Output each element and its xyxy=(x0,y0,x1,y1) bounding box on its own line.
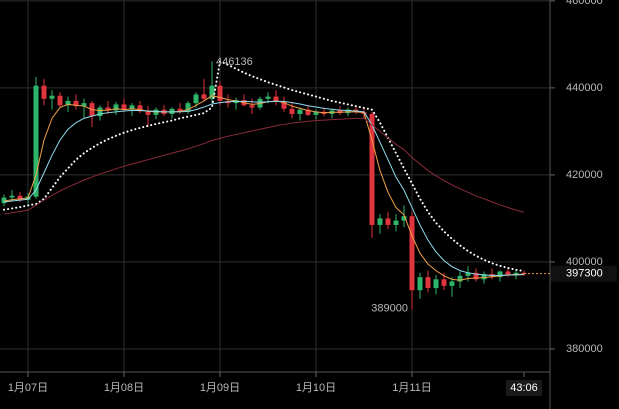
candle-body xyxy=(17,195,23,200)
candle-body xyxy=(81,103,87,107)
candle-body xyxy=(433,279,439,289)
y-tick-label: 460000 xyxy=(566,0,603,7)
candle-body xyxy=(177,108,183,112)
candle-body xyxy=(201,94,207,99)
candle-body xyxy=(33,85,39,197)
candle-body xyxy=(41,85,47,99)
candle-body xyxy=(425,277,431,289)
candle-body xyxy=(297,109,303,114)
indicator-line xyxy=(3,100,525,276)
max-label: 446136 xyxy=(216,56,253,68)
x-label-box xyxy=(506,380,542,396)
candle-body xyxy=(513,272,519,275)
candle-body xyxy=(457,275,463,282)
candle-body xyxy=(313,111,319,115)
candle-body xyxy=(393,220,399,225)
candle-body xyxy=(105,107,111,111)
y-tick-label: 420000 xyxy=(566,169,603,181)
candle-body xyxy=(97,107,103,117)
candle-body xyxy=(497,271,503,278)
candle-body xyxy=(9,195,15,198)
last-price-box xyxy=(551,265,617,282)
candle-body xyxy=(505,271,511,275)
last-price-label: 397300 xyxy=(566,268,603,280)
candle-body xyxy=(1,197,7,204)
x-tick-label: 1月10日 xyxy=(296,382,336,394)
candle-body xyxy=(289,108,295,114)
candle-body xyxy=(249,105,255,108)
candle-body xyxy=(129,105,135,110)
candle-body xyxy=(417,277,423,291)
candle-body xyxy=(385,218,391,225)
y-tick-label: 400000 xyxy=(566,256,603,268)
candle-body xyxy=(145,111,151,115)
candle-body xyxy=(113,104,119,111)
candle-body xyxy=(305,109,311,115)
candle-body xyxy=(473,272,479,280)
indicator-line xyxy=(3,117,525,215)
candle-body xyxy=(137,105,143,112)
candle-body xyxy=(409,216,415,291)
candle-body xyxy=(73,100,79,107)
candle-body xyxy=(265,96,271,99)
x-tick-label: 1月11日 xyxy=(392,382,432,394)
candle-body xyxy=(449,281,455,286)
candle-body xyxy=(49,95,55,99)
candle-body xyxy=(185,103,191,112)
candle-body xyxy=(369,113,375,225)
y-tick-label: 380000 xyxy=(566,343,603,355)
y-tick-label: 440000 xyxy=(566,82,603,94)
candle-body xyxy=(281,101,287,109)
indicator-line xyxy=(3,95,525,281)
candle-body xyxy=(401,216,407,221)
candle-body xyxy=(193,94,199,104)
candle-body xyxy=(57,95,63,106)
x-tick-label: 1月07日 xyxy=(8,382,48,394)
x-tick-label: 43:06 xyxy=(510,382,538,394)
candle-body xyxy=(209,85,215,99)
candle-body xyxy=(465,272,471,276)
candle-body xyxy=(273,96,279,102)
indicator-line xyxy=(3,59,525,273)
x-tick-label: 1月09日 xyxy=(200,382,240,394)
candle-body xyxy=(377,218,383,225)
candle-body xyxy=(217,85,223,101)
candle-body xyxy=(121,104,127,110)
min-label: 389000 xyxy=(371,303,408,315)
candle-body xyxy=(441,279,447,286)
x-tick-label: 1月08日 xyxy=(104,382,144,394)
candle-body xyxy=(65,100,71,106)
candle-body xyxy=(481,274,487,280)
